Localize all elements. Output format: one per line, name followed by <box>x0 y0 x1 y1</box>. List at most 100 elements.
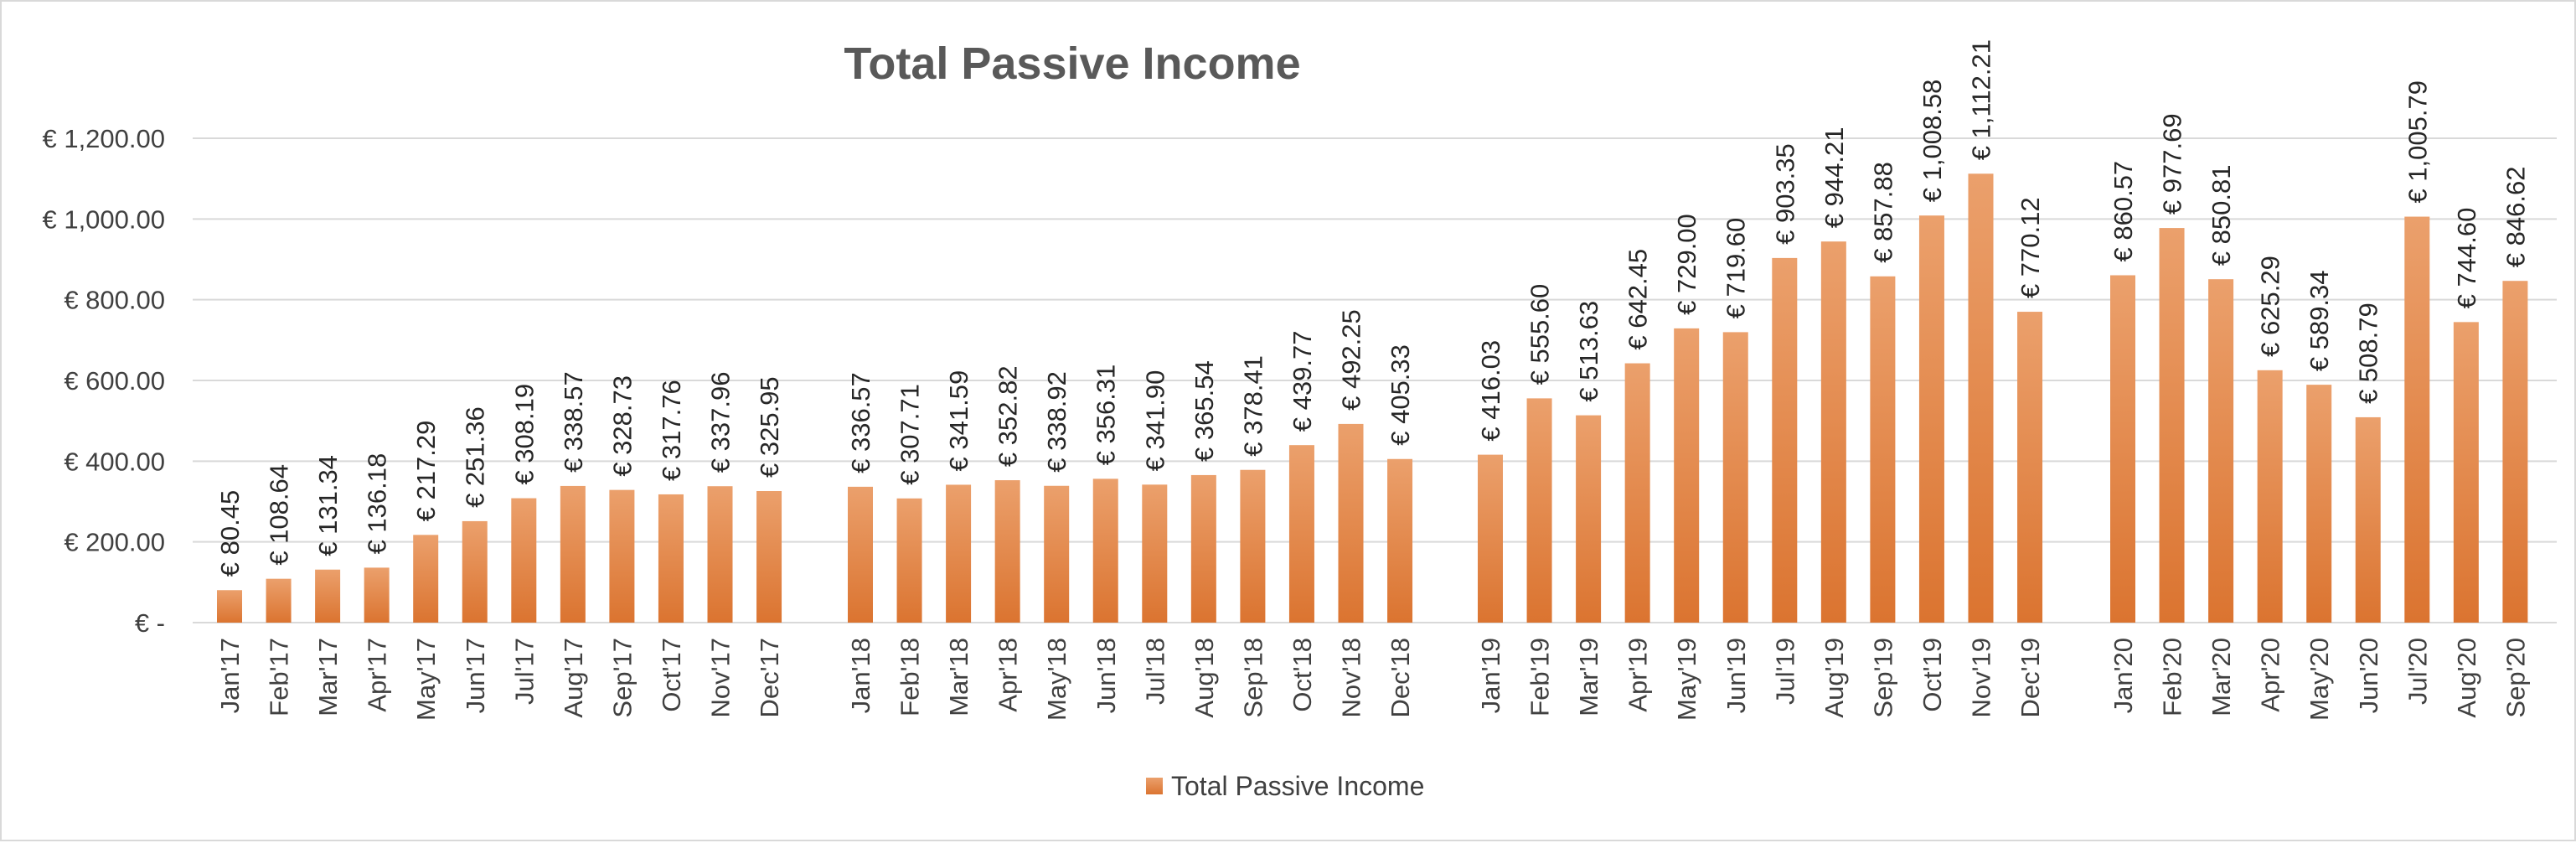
data-label: € 903.35 <box>1770 143 1799 245</box>
x-tick-label: Aug'17 <box>559 638 588 718</box>
x-tick-label: Jan'18 <box>846 638 875 713</box>
data-label: € 860.57 <box>2109 161 2138 262</box>
data-label: € 217.29 <box>411 421 441 522</box>
x-tick-label: Jan'19 <box>1476 638 1505 713</box>
x-tick-label: Mar'17 <box>313 638 343 716</box>
data-label: € 131.34 <box>313 455 343 556</box>
bar <box>1624 363 1650 623</box>
data-label: € 341.59 <box>944 370 973 472</box>
y-tick-label: € 400.00 <box>64 447 165 476</box>
x-tick-label: Sep'17 <box>607 638 637 718</box>
chart-title: Total Passive Income <box>844 39 1300 89</box>
data-label: € 555.60 <box>1525 284 1555 385</box>
bar <box>1044 485 1070 623</box>
x-tick-label: Sep'18 <box>1238 638 1267 718</box>
x-tick-label: Jan'17 <box>215 638 245 713</box>
data-label: € 770.12 <box>2016 197 2045 298</box>
data-label: € 1,008.58 <box>1918 80 1947 203</box>
data-label: € 944.21 <box>1820 127 1849 229</box>
bar <box>1722 332 1748 623</box>
data-label: € 356.31 <box>1092 365 1121 466</box>
x-tick-label: Oct'18 <box>1288 638 1317 712</box>
y-axis-ticks: € - € 200.00 € 400.00 € 600.00 € 800.00 € 1,0… <box>42 124 165 638</box>
x-tick-label: Dec'17 <box>755 638 784 718</box>
x-tick-label: Oct'17 <box>657 638 686 712</box>
x-tick-label: Jun'19 <box>1722 638 1751 713</box>
x-tick-label: Aug'20 <box>2452 638 2481 718</box>
x-tick-label: May'19 <box>1672 638 1701 721</box>
data-label: € 589.34 <box>2305 270 2334 371</box>
data-label: € 405.33 <box>1386 344 1415 446</box>
x-tick-label: Mar'20 <box>2207 638 2236 716</box>
bar <box>2159 228 2185 623</box>
legend-label: Total Passive Income <box>1171 771 1424 801</box>
y-tick-label: € 1,000.00 <box>42 204 165 234</box>
data-label: € 108.64 <box>265 464 294 566</box>
y-tick-label: € 1,200.00 <box>42 124 165 153</box>
gridlines <box>193 137 2557 623</box>
data-label: € 307.71 <box>896 384 925 485</box>
data-label: € 336.57 <box>846 372 875 473</box>
bar <box>1526 398 1552 623</box>
bar <box>756 491 782 623</box>
data-label: € 317.76 <box>657 380 686 481</box>
data-label: € 846.62 <box>2501 167 2530 268</box>
data-label: € 80.45 <box>215 490 245 577</box>
data-label: € 1,112.21 <box>1967 39 1996 160</box>
data-label: € 325.95 <box>755 376 784 478</box>
bar <box>1772 257 1798 623</box>
y-tick-label: € 600.00 <box>64 366 165 396</box>
data-labels: € 80.45 € 108.64 € 131.34 € 136.18 € 217.29 €… <box>215 39 2530 577</box>
x-tick-label: Jun'18 <box>1092 638 1121 713</box>
x-tick-label: May'18 <box>1042 638 1071 721</box>
bar <box>658 494 684 623</box>
bar <box>1240 469 1266 623</box>
x-tick-label: Feb'17 <box>265 638 294 716</box>
data-label: € 365.54 <box>1190 360 1219 462</box>
data-label: € 508.79 <box>2354 303 2383 404</box>
data-label: € 136.18 <box>363 453 392 555</box>
x-tick-label: Jan'20 <box>2109 638 2138 713</box>
data-label: € 439.77 <box>1288 331 1317 432</box>
bar <box>1338 423 1364 623</box>
x-tick-label: Nov'18 <box>1337 638 1366 718</box>
bar <box>1387 458 1413 623</box>
legend-swatch <box>1146 778 1163 794</box>
x-tick-label: Jun'20 <box>2354 638 2383 713</box>
data-label: € 328.73 <box>607 375 637 477</box>
bar <box>560 485 586 623</box>
bar <box>315 569 341 623</box>
y-tick-label: € 800.00 <box>64 286 165 315</box>
x-tick-label: Apr'19 <box>1624 638 1653 712</box>
bar <box>1576 415 1602 623</box>
x-tick-label: Feb'18 <box>896 638 925 716</box>
x-tick-label: Mar'19 <box>1574 638 1603 716</box>
data-label: € 338.57 <box>559 371 588 473</box>
bars <box>217 173 2528 623</box>
x-tick-label: Mar'18 <box>944 638 973 716</box>
data-label: € 1,005.79 <box>2403 80 2432 204</box>
bar <box>946 484 972 623</box>
x-tick-label: Nov'19 <box>1967 638 1996 718</box>
x-tick-label: Sep'19 <box>1868 638 1897 718</box>
bar <box>1820 241 1846 623</box>
bar <box>896 498 922 623</box>
x-tick-label: Jul'17 <box>509 638 539 705</box>
data-label: € 744.60 <box>2452 208 2481 309</box>
bar <box>364 567 390 623</box>
bar <box>1968 173 1994 623</box>
x-tick-label: Sep'20 <box>2501 638 2530 718</box>
data-label: € 352.82 <box>994 365 1023 467</box>
x-tick-label: May'20 <box>2305 638 2334 721</box>
data-label: € 416.03 <box>1476 340 1505 442</box>
y-tick-label: € - <box>135 608 165 638</box>
x-tick-label: Apr'20 <box>2256 638 2285 712</box>
x-tick-label: Apr'18 <box>994 638 1023 712</box>
x-tick-label: Dec'19 <box>2016 638 2045 718</box>
bar <box>2502 281 2528 623</box>
data-label: € 719.60 <box>1722 218 1751 319</box>
x-tick-label: Jun'17 <box>461 638 490 713</box>
data-label: € 337.96 <box>706 372 736 473</box>
data-label: € 308.19 <box>509 384 539 485</box>
